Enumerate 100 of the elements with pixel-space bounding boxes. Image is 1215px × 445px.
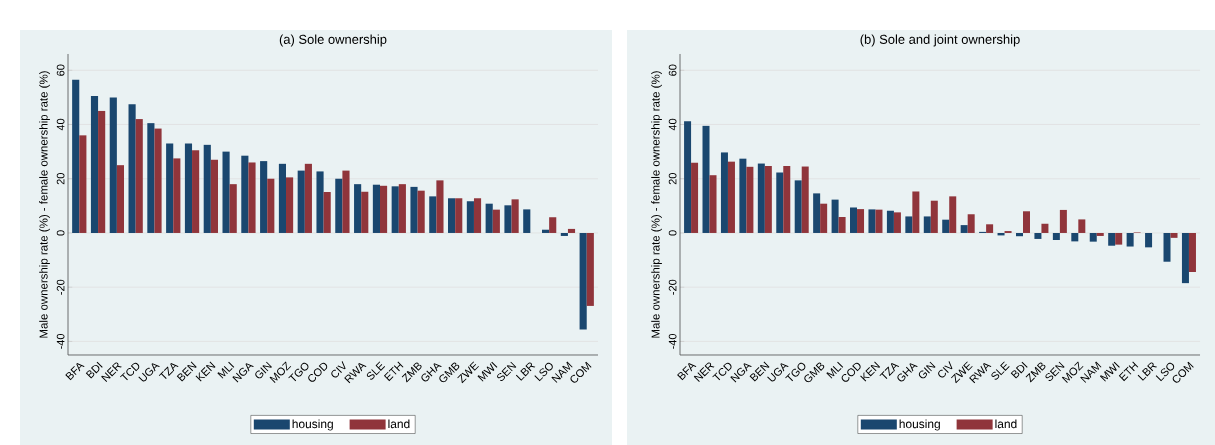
bar [1022, 211, 1030, 233]
bar [448, 198, 456, 233]
bar [1089, 232, 1097, 242]
bar [1115, 232, 1123, 245]
legend-label: land [388, 419, 410, 429]
bar [192, 150, 200, 233]
x-tick-label: BDI [1010, 361, 1028, 379]
y-tick-label: 0 [56, 230, 65, 236]
bar [128, 104, 136, 233]
bar [147, 123, 155, 233]
bar [886, 210, 894, 233]
x-tick-label: MLI [826, 361, 844, 379]
x-tick-label: TZA [158, 363, 179, 379]
bar [912, 191, 920, 233]
bar [398, 184, 406, 233]
bar [1163, 232, 1171, 262]
y-tick-label: 40 [56, 118, 65, 131]
bar [820, 203, 828, 233]
bar [473, 198, 482, 233]
bar [850, 207, 858, 233]
bar [986, 224, 994, 233]
bar [260, 161, 268, 233]
bar [579, 232, 587, 330]
bar [278, 163, 287, 233]
bar [709, 175, 717, 233]
bar [241, 155, 249, 233]
bar [429, 196, 437, 233]
bar [1041, 223, 1049, 233]
bar [304, 163, 312, 233]
bar [90, 96, 99, 233]
bar [335, 178, 343, 233]
bar [801, 166, 809, 233]
y-tick-label: 60 [56, 64, 65, 76]
legend-label: housing [899, 419, 940, 431]
bar [109, 97, 117, 233]
bar [967, 214, 975, 233]
bar [560, 232, 568, 236]
bar [166, 143, 174, 233]
bar [857, 209, 865, 233]
bar [98, 110, 106, 233]
bar [1096, 232, 1104, 236]
bar [267, 178, 275, 233]
bar [813, 193, 821, 233]
bar [542, 229, 550, 233]
bar [410, 186, 418, 233]
bar [485, 203, 493, 233]
y-axis-title: Male ownership rate (%) - female ownership rate (%) [651, 71, 662, 338]
bar [379, 185, 388, 233]
x-tick-label: GIN [918, 361, 936, 379]
bar [720, 152, 728, 233]
bar [323, 192, 331, 233]
bar [466, 201, 474, 233]
x-tick-label: CIV [938, 361, 953, 378]
bar [549, 217, 557, 233]
bar [757, 163, 765, 233]
x-tick-label: BFA [677, 363, 697, 381]
bar [210, 159, 218, 233]
bar [930, 200, 938, 233]
bar [523, 209, 531, 233]
bar [923, 216, 931, 233]
bar [116, 165, 125, 233]
x-tick-label: BFA [65, 363, 85, 381]
bar [764, 165, 772, 233]
bar [1015, 232, 1023, 237]
bar [316, 171, 324, 233]
bar [783, 165, 791, 233]
bar [831, 199, 839, 233]
x-tick-label: TCD [119, 362, 140, 381]
bar [1188, 232, 1196, 273]
bar [1181, 232, 1189, 284]
y-tick-label: -40 [56, 333, 65, 349]
bar [342, 170, 350, 233]
bar [684, 121, 692, 233]
bar [1126, 232, 1134, 247]
chart-title: (a) Sole ownership [279, 34, 387, 47]
bar [960, 225, 968, 233]
bar [511, 199, 519, 233]
bar [184, 143, 193, 233]
chart-title: (b) Sole and joint ownership [860, 34, 1020, 47]
x-tick-label: BDI [85, 361, 103, 379]
bar [297, 170, 305, 233]
bar [72, 79, 80, 233]
y-tick-label: -20 [56, 279, 65, 295]
y-tick-label: 0 [668, 230, 677, 236]
bar [905, 216, 913, 233]
bar [1108, 232, 1116, 246]
y-tick-label: -40 [668, 333, 677, 349]
bar [455, 198, 463, 233]
x-tick-label: TCD [712, 362, 732, 381]
y-tick-label: 20 [56, 173, 65, 185]
bar [135, 119, 143, 233]
bar [691, 162, 699, 233]
bar [248, 162, 256, 233]
x-tick-label: MLI [217, 361, 235, 379]
bar [727, 161, 735, 233]
bar [354, 184, 362, 233]
bar [838, 216, 846, 233]
bar [586, 232, 594, 306]
bar [154, 128, 162, 233]
bar [79, 135, 87, 233]
